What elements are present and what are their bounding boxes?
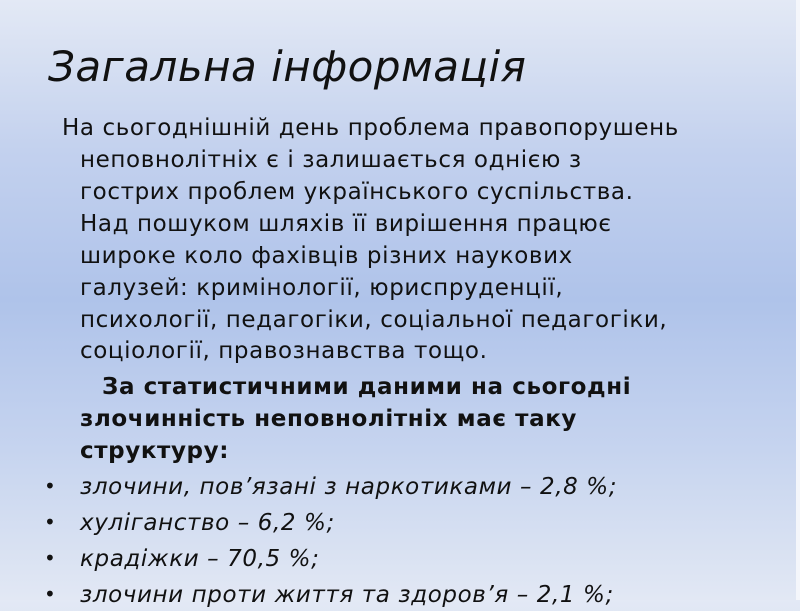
slide-edge <box>796 0 800 600</box>
bullet-item: хуліганство – 6,2 %; <box>80 510 335 536</box>
paragraph-line: Над пошуком шляхів її вирішення працює <box>80 211 612 237</box>
stats-intro-line: За статистичними даними на сьогодні <box>102 374 632 400</box>
bullet-icon: • <box>44 474 56 498</box>
bullet-icon: • <box>44 582 56 606</box>
bullet-icon: • <box>44 546 56 570</box>
stats-intro-line: структуру: <box>80 438 230 464</box>
bullet-icon: • <box>44 510 56 534</box>
paragraph-line: На сьогоднішній день проблема правопоруш… <box>62 115 679 141</box>
slide-title: Загальна інформація <box>48 42 527 91</box>
paragraph-line: галузей: кримінології, юриспруденції, <box>80 275 564 301</box>
stats-intro-line: злочинність неповнолітніх має таку <box>80 406 578 432</box>
paragraph-line: широке коло фахівців різних наукових <box>80 243 573 269</box>
paragraph-line: неповнолітніх є і залишається однією з <box>80 147 582 173</box>
bullet-item: злочини, пов’язані з наркотиками – 2,8 %… <box>80 474 618 500</box>
paragraph-line: гострих проблем українського суспільства… <box>80 179 634 205</box>
paragraph-line: соціології, правознавства тощо. <box>80 338 488 364</box>
paragraph-line: психології, педагогіки, соціальної педаг… <box>80 307 668 333</box>
bullet-item: злочини проти життя та здоров’я – 2,1 %; <box>80 582 614 608</box>
bullet-item: крадіжки – 70,5 %; <box>80 546 320 572</box>
